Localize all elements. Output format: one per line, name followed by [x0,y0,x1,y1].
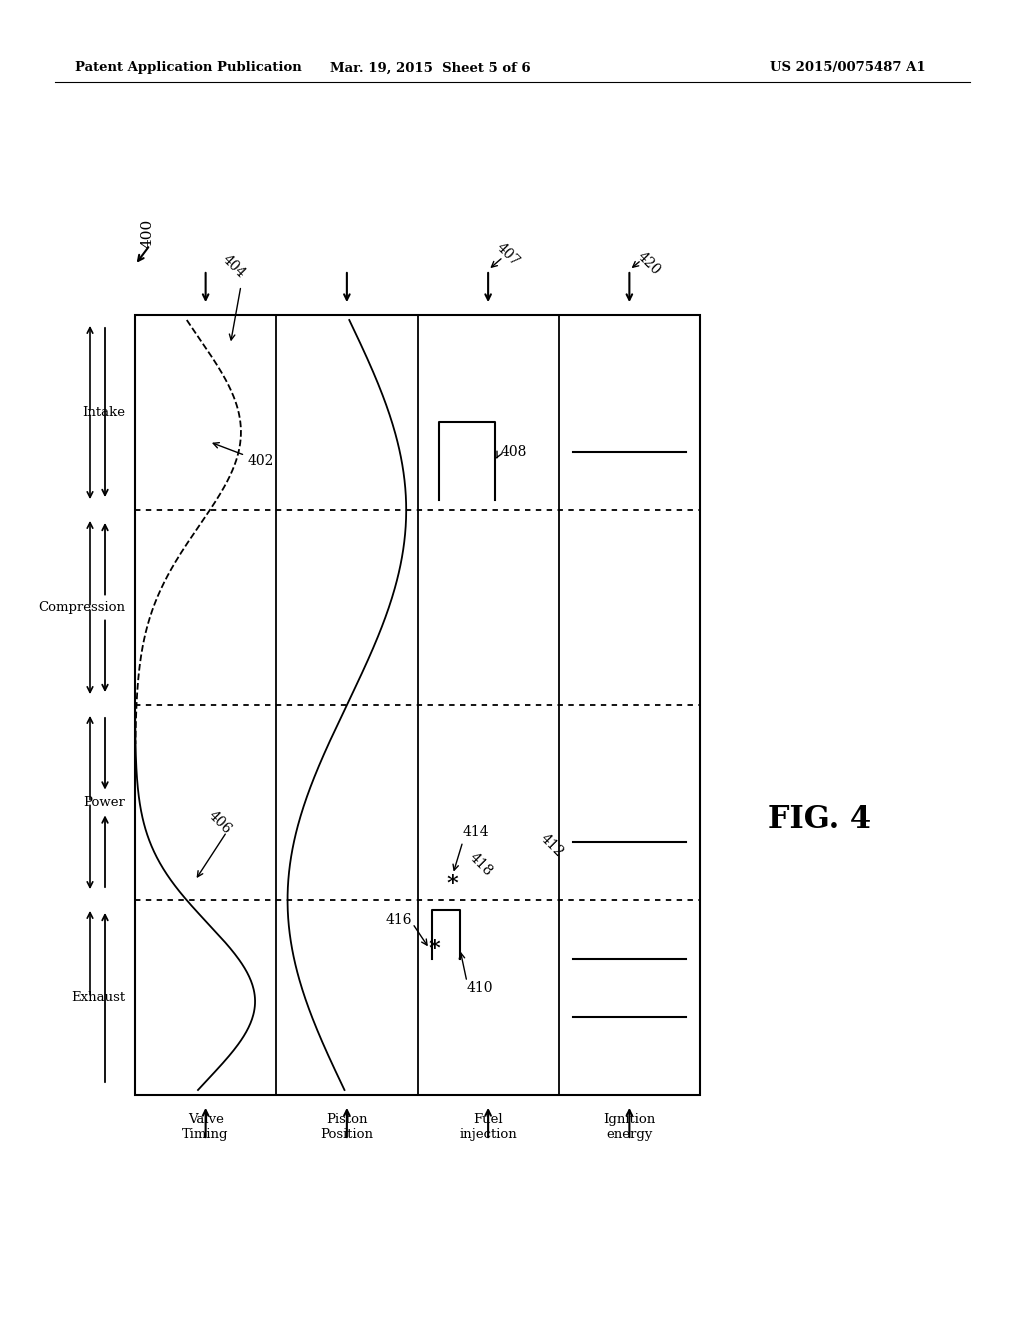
Text: Compression: Compression [38,601,125,614]
Text: Power: Power [83,796,125,809]
Text: 418: 418 [467,850,496,879]
Text: *: * [429,937,440,960]
Text: US 2015/0075487 A1: US 2015/0075487 A1 [770,62,926,74]
Bar [135,315,700,1096]
Text: Piston
Position: Piston Position [321,1113,374,1140]
Text: 414: 414 [463,825,489,838]
Text: 416: 416 [386,912,413,927]
Text: Ignition
energy: Ignition energy [603,1113,655,1140]
Text: 400: 400 [141,218,155,248]
Text: FIG. 4: FIG. 4 [768,804,871,836]
Text: 420: 420 [635,248,663,277]
Text: *: * [446,874,459,895]
Text: 412: 412 [538,832,566,859]
Text: Valve
Timing: Valve Timing [182,1113,229,1140]
Text: Patent Application Publication: Patent Application Publication [75,62,302,74]
Text: Mar. 19, 2015  Sheet 5 of 6: Mar. 19, 2015 Sheet 5 of 6 [330,62,530,74]
Text: 410: 410 [467,981,494,995]
Text: 404: 404 [220,252,249,281]
Text: Intake: Intake [82,407,125,418]
Text: Fuel
injection: Fuel injection [459,1113,517,1140]
Text: 406: 406 [206,808,234,837]
Text: 402: 402 [248,454,274,469]
Text: 408: 408 [500,445,526,458]
Text: Exhaust: Exhaust [71,991,125,1005]
Text: 407: 407 [494,240,522,269]
